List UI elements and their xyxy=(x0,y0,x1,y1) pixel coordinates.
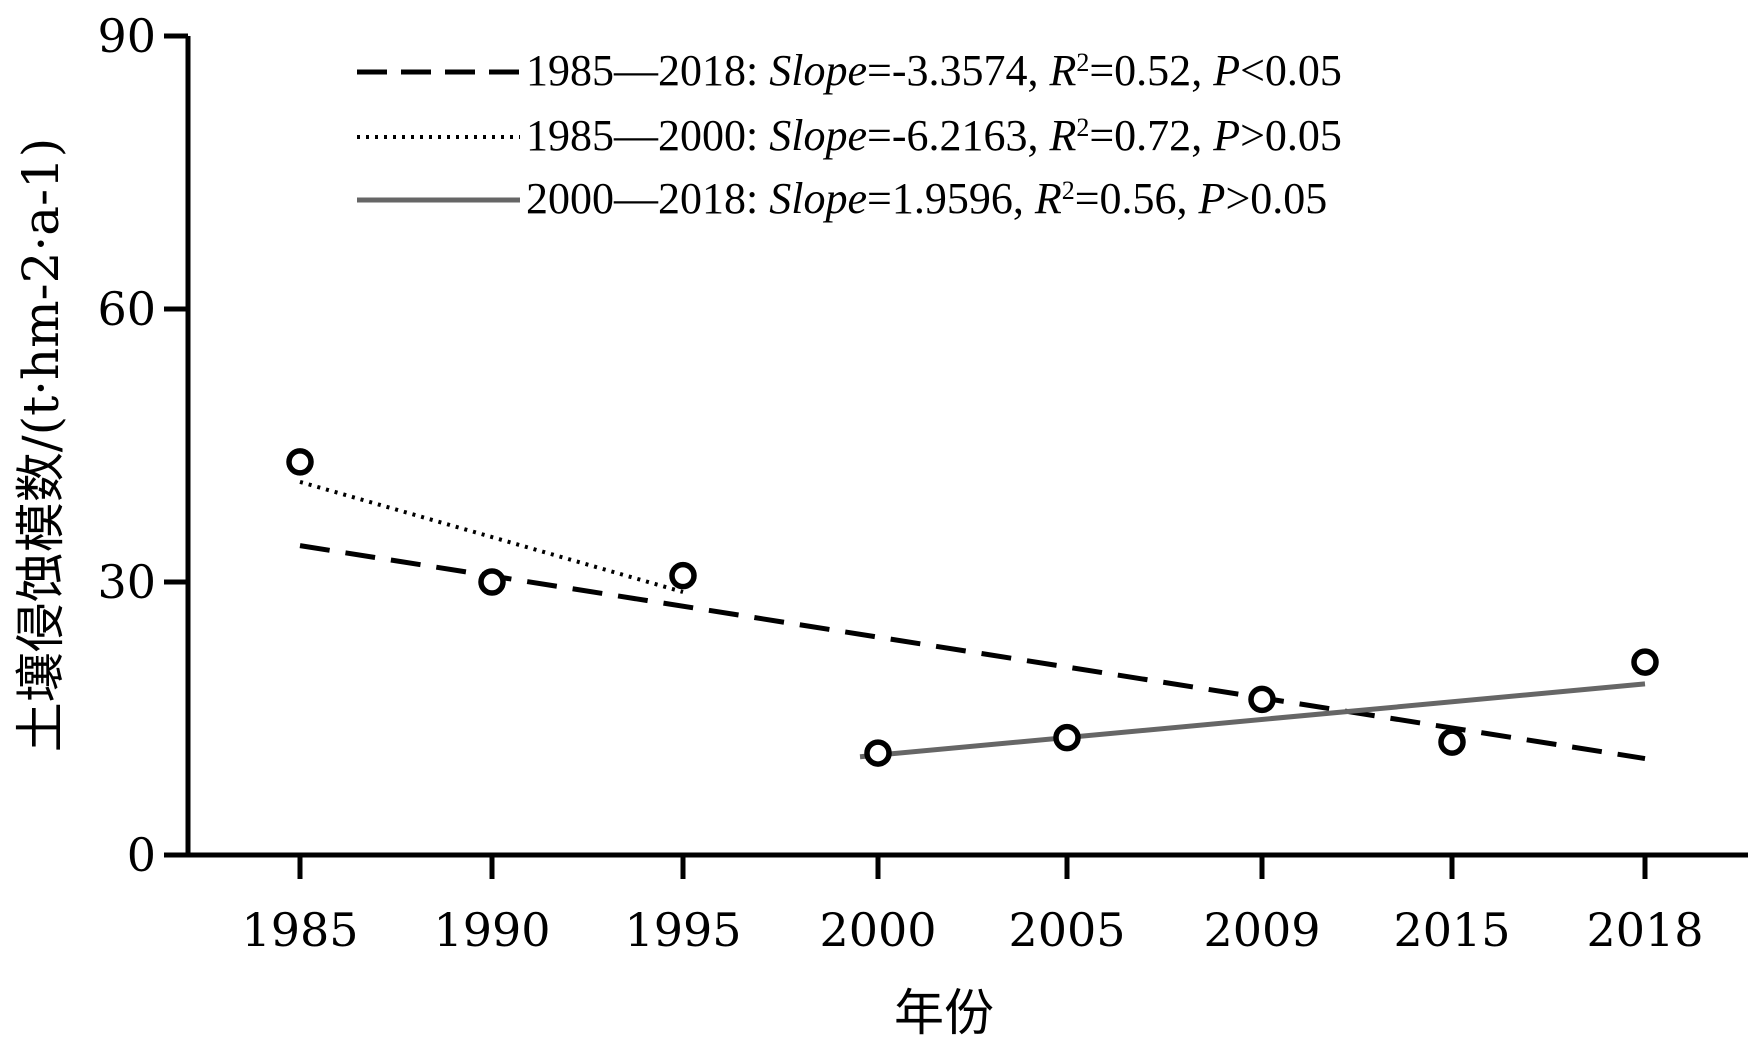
trend-line-dotted xyxy=(299,479,684,594)
y-tick-label: 60 xyxy=(97,282,156,336)
legend-entry: 2000—2018: Slope=1.9596, R2=0.56, P>0.05 xyxy=(526,174,1327,223)
data-points xyxy=(286,448,1659,767)
trend-lines xyxy=(299,479,1646,762)
data-point-1990 xyxy=(478,568,506,596)
x-axis-title: 年份 xyxy=(894,984,994,1042)
data-point-2000 xyxy=(864,739,892,767)
data-point-1985 xyxy=(286,448,314,476)
legend-entry: 1985—2000: Slope=-6.2163, R2=0.72, P>0.0… xyxy=(526,111,1342,160)
data-point-2009 xyxy=(1248,685,1276,714)
x-tick-label: 1995 xyxy=(624,903,741,957)
x-tick-label: 2000 xyxy=(819,903,936,957)
y-axis-title: 土壤侵蚀模数/(t·hm-2·a-1) xyxy=(12,138,70,753)
x-tick-label: 2005 xyxy=(1008,903,1125,957)
x-tick-label: 2015 xyxy=(1393,903,1510,957)
y-tick-label: 30 xyxy=(97,555,156,609)
y-tick-label: 0 xyxy=(127,828,156,882)
x-tick-label: 1990 xyxy=(433,903,550,957)
legend: 1985—2018: Slope=-3.3574, R2=0.52, P<0.0… xyxy=(357,46,1342,223)
data-point-2005 xyxy=(1053,723,1081,752)
data-point-1995 xyxy=(669,561,697,590)
x-tick-label: 2009 xyxy=(1203,903,1320,957)
y-tick-label: 90 xyxy=(97,9,156,63)
axes: 0 30 60 90 1985 1990 1995 2000 2005 2009 2015 2018 年… xyxy=(12,9,1748,1042)
data-point-2018 xyxy=(1631,648,1659,676)
legend-entry: 1985—2018: Slope=-3.3574, R2=0.52, P<0.0… xyxy=(526,46,1342,95)
x-tick-label: 1985 xyxy=(241,903,358,957)
x-tick-label: 2018 xyxy=(1586,903,1703,957)
data-point-2015 xyxy=(1438,728,1466,756)
trend-line-solid xyxy=(859,681,1646,760)
